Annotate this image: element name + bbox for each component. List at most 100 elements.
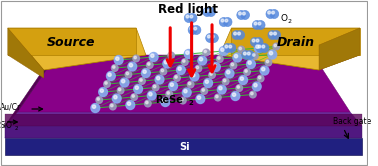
Circle shape [217, 85, 226, 94]
Polygon shape [5, 114, 362, 126]
Circle shape [256, 20, 265, 30]
Circle shape [112, 65, 118, 71]
Polygon shape [319, 28, 360, 70]
Circle shape [222, 78, 229, 85]
Circle shape [196, 66, 199, 69]
Circle shape [274, 32, 276, 35]
Circle shape [147, 63, 150, 65]
Circle shape [188, 13, 197, 23]
Circle shape [163, 99, 166, 102]
Circle shape [266, 60, 269, 63]
Polygon shape [8, 28, 136, 55]
Circle shape [236, 85, 243, 91]
Circle shape [243, 52, 246, 55]
Text: O: O [280, 13, 287, 23]
Circle shape [251, 53, 258, 59]
Circle shape [116, 57, 119, 60]
Circle shape [268, 31, 277, 40]
Circle shape [186, 51, 189, 54]
Circle shape [265, 59, 272, 66]
Circle shape [139, 78, 145, 84]
Text: Au/Cr: Au/Cr [0, 102, 21, 112]
Circle shape [91, 103, 100, 113]
Polygon shape [5, 112, 362, 126]
Circle shape [125, 71, 132, 78]
Circle shape [201, 88, 208, 94]
Circle shape [192, 73, 195, 77]
Circle shape [186, 15, 189, 18]
Circle shape [226, 70, 230, 74]
Circle shape [96, 97, 102, 103]
Circle shape [184, 49, 193, 58]
Circle shape [270, 51, 273, 55]
Circle shape [210, 34, 218, 42]
Circle shape [239, 76, 248, 84]
Text: 2: 2 [15, 126, 18, 131]
Circle shape [188, 26, 197, 35]
Polygon shape [231, 28, 360, 55]
Circle shape [254, 43, 263, 52]
Polygon shape [220, 28, 360, 70]
Text: SiO: SiO [0, 122, 13, 130]
Circle shape [140, 79, 142, 81]
Circle shape [134, 84, 143, 93]
Circle shape [147, 62, 153, 68]
Circle shape [135, 86, 138, 89]
Circle shape [268, 50, 277, 59]
Circle shape [163, 59, 172, 68]
Circle shape [246, 50, 254, 59]
Circle shape [225, 45, 228, 48]
Polygon shape [17, 55, 350, 112]
Circle shape [126, 72, 129, 75]
Circle shape [120, 78, 129, 87]
Circle shape [256, 45, 259, 48]
Circle shape [262, 45, 265, 48]
Polygon shape [5, 138, 362, 155]
Circle shape [248, 61, 251, 64]
Polygon shape [220, 55, 360, 70]
Circle shape [223, 43, 232, 52]
Circle shape [181, 98, 183, 101]
Circle shape [104, 81, 110, 87]
Circle shape [121, 80, 125, 83]
Circle shape [129, 63, 133, 67]
Circle shape [245, 70, 247, 72]
Circle shape [188, 82, 191, 85]
Polygon shape [8, 28, 44, 78]
Circle shape [161, 69, 164, 72]
Circle shape [126, 100, 135, 110]
Circle shape [213, 64, 216, 67]
Circle shape [211, 35, 214, 38]
Circle shape [210, 73, 212, 75]
Circle shape [199, 57, 203, 61]
Circle shape [231, 63, 234, 66]
Circle shape [168, 52, 175, 59]
Circle shape [97, 98, 99, 100]
Circle shape [219, 86, 222, 90]
Circle shape [218, 57, 220, 59]
Circle shape [234, 32, 237, 35]
Circle shape [223, 79, 226, 82]
Circle shape [215, 94, 221, 101]
Circle shape [253, 54, 255, 56]
Circle shape [252, 39, 255, 42]
Circle shape [258, 45, 261, 48]
Circle shape [266, 9, 275, 18]
Polygon shape [5, 126, 362, 138]
Circle shape [100, 89, 104, 92]
Circle shape [268, 11, 271, 14]
Circle shape [160, 68, 167, 75]
Circle shape [107, 72, 115, 81]
Circle shape [164, 60, 167, 64]
Circle shape [141, 69, 150, 78]
Circle shape [184, 13, 193, 23]
Circle shape [260, 43, 269, 52]
Circle shape [232, 93, 236, 96]
Circle shape [177, 66, 185, 75]
Circle shape [166, 91, 172, 97]
Circle shape [197, 96, 201, 99]
Circle shape [183, 60, 185, 62]
Circle shape [209, 72, 215, 78]
Circle shape [233, 53, 242, 62]
Circle shape [112, 94, 121, 103]
